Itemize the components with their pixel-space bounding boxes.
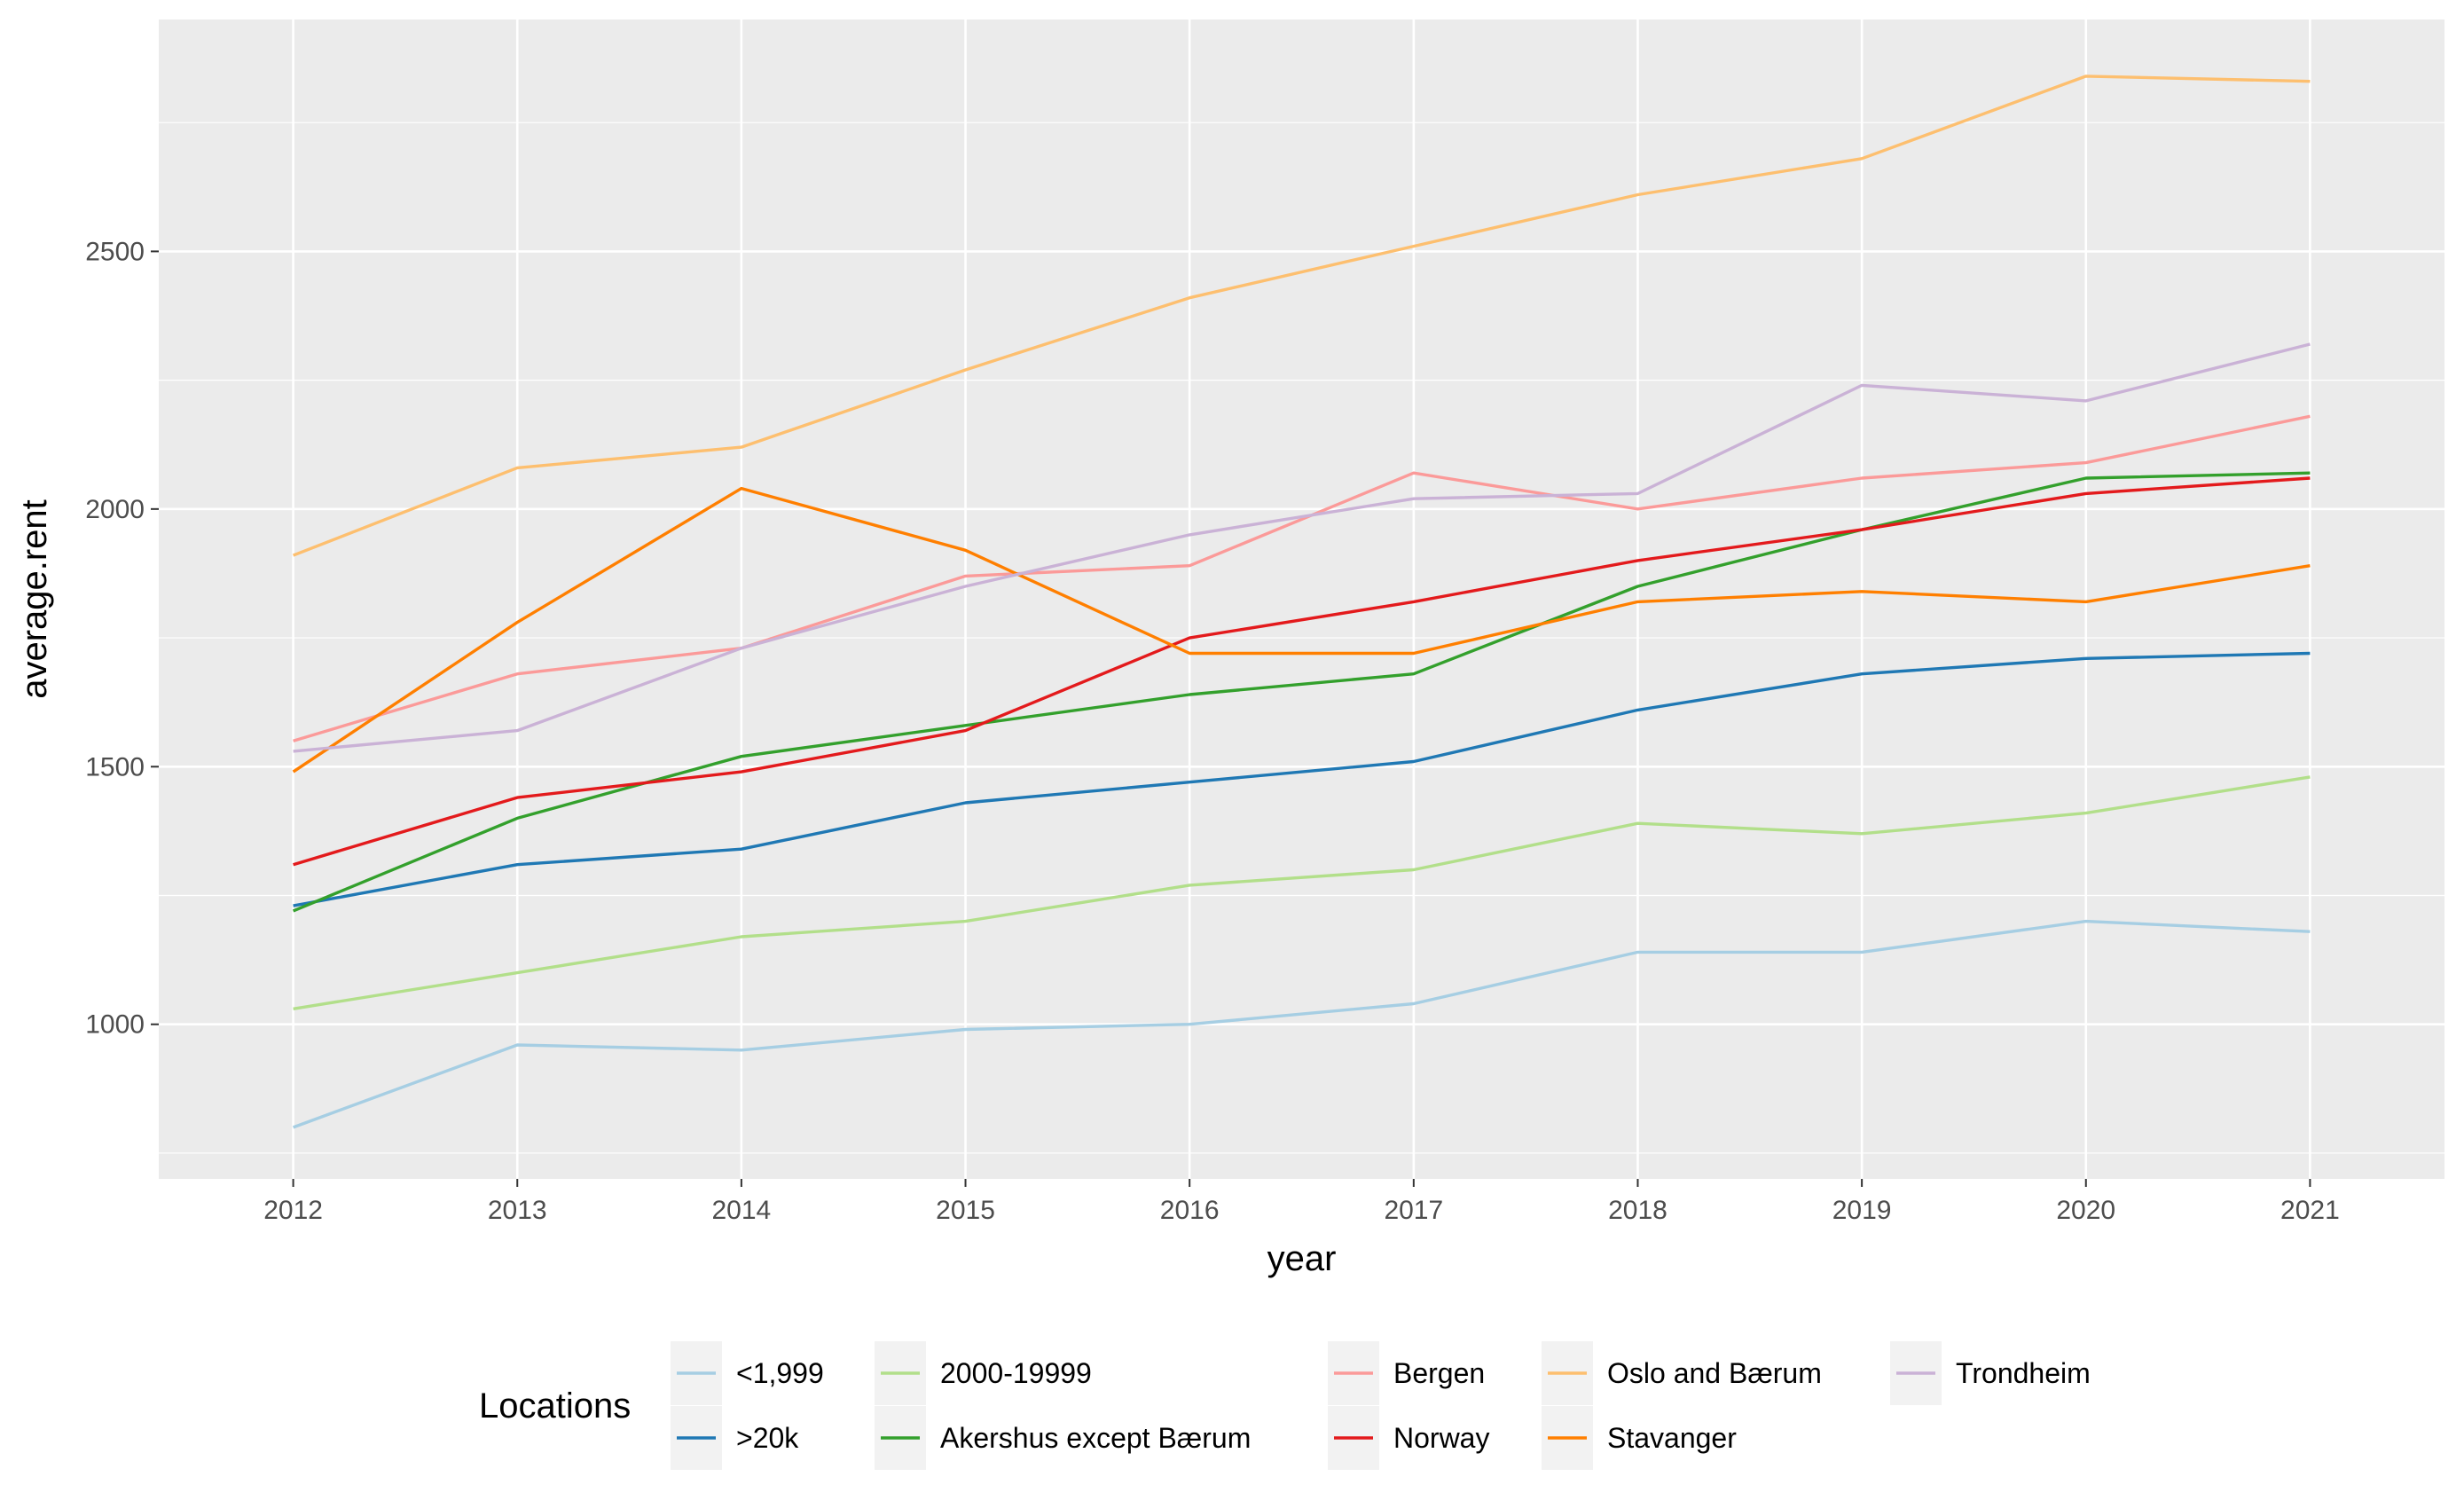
legend-label: Oslo and Bærum	[1607, 1357, 1822, 1389]
x-axis-title: year	[1267, 1239, 1337, 1278]
minor-gridlines	[159, 122, 2444, 1154]
legend: Locations <1,999 >20k 2000-19999 Akershus e…	[479, 1341, 2091, 1470]
series-line-3	[293, 775, 2311, 1010]
x-tick-label: 2019	[1832, 1196, 1892, 1225]
x-tick-label: 2017	[1384, 1196, 1443, 1225]
series-line-9	[293, 342, 2311, 753]
series-line-6	[293, 476, 2311, 867]
y-axis: 1000 1500 2000 2500	[85, 237, 159, 1040]
y-tick-label: 2000	[85, 495, 145, 524]
series-line-5	[293, 414, 2311, 742]
legend-label: 2000-19999	[940, 1357, 1092, 1389]
y-tick-label: 1000	[85, 1010, 145, 1040]
legend-label: Stavanger	[1607, 1422, 1737, 1454]
y-tick-label: 2500	[85, 237, 145, 266]
x-tick-label: 2012	[263, 1196, 323, 1225]
x-tick-label: 2020	[2056, 1196, 2115, 1225]
series-line-7	[292, 75, 2311, 557]
y-axis-title: average.rent	[15, 499, 54, 699]
series-line-1	[293, 919, 2311, 1129]
major-gridlines	[159, 20, 2444, 1179]
legend-title: Locations	[479, 1386, 631, 1426]
plot-panel	[159, 20, 2444, 1179]
series-lines	[292, 75, 2311, 1129]
series-line-4	[292, 471, 2311, 913]
x-axis: 2012 2013 2014 2015 2016 2017 2018 2019 2020 2021	[263, 1179, 2340, 1225]
x-tick-label: 2013	[488, 1196, 547, 1225]
y-tick-label: 1500	[85, 752, 145, 781]
series-line-8	[292, 486, 2311, 774]
x-tick-label: 2018	[1608, 1196, 1668, 1225]
series-line-2	[293, 651, 2311, 907]
x-tick-label: 2021	[2280, 1196, 2340, 1225]
legend-label: Norway	[1393, 1422, 1489, 1454]
legend-label: Trondheim	[1956, 1357, 2091, 1389]
legend-label: >20k	[736, 1422, 799, 1454]
legend-label: Bergen	[1393, 1357, 1485, 1389]
x-tick-label: 2015	[936, 1196, 995, 1225]
legend-label: <1,999	[736, 1357, 824, 1389]
legend-label: Akershus except Bærum	[940, 1422, 1251, 1454]
x-tick-label: 2014	[712, 1196, 772, 1225]
x-tick-label: 2016	[1160, 1196, 1220, 1225]
